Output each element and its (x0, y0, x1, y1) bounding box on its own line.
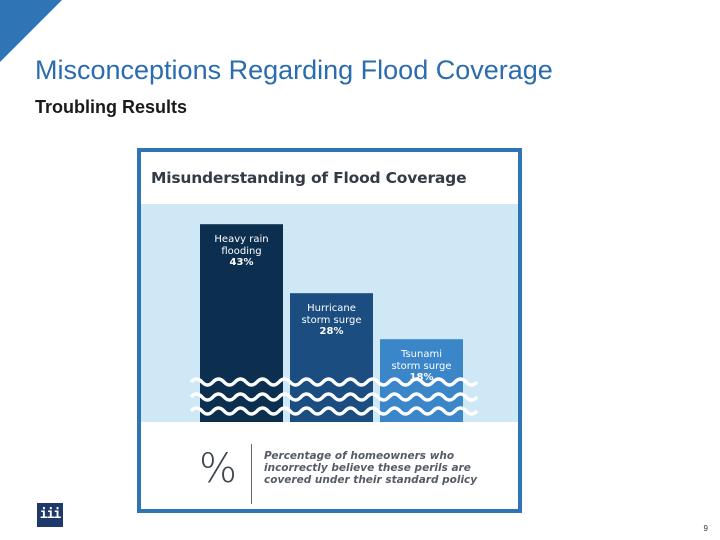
iii-logo: iii (37, 503, 63, 527)
bar-label-2: Hurricane storm surge 28% (290, 303, 373, 338)
page-number: 9 (703, 524, 708, 533)
slide-subtitle: Troubling Results (35, 97, 188, 117)
wave-line-3 (189, 406, 479, 416)
bar-category-label: Heavy rain (214, 234, 269, 246)
slide-title: Misconceptions Regarding Flood Coverage (35, 55, 553, 85)
bar-1 (200, 224, 283, 422)
percent-symbol: % (199, 446, 238, 492)
bar-category-label: Hurricane (307, 303, 356, 315)
bar-chart (189, 224, 479, 422)
bar-category-label: storm surge (391, 360, 452, 372)
bar-value-label: 28% (319, 326, 344, 338)
bar-label-3: Tsunami storm surge 18% (380, 349, 463, 384)
bar-category-label: storm surge (301, 314, 362, 326)
corner-accent (0, 0, 62, 62)
bar-label-1: Heavy rain flooding 43% (200, 234, 283, 269)
chart-title: Misunderstanding of Flood Coverage (151, 169, 467, 187)
bar-category-label: Tsunami (401, 349, 442, 361)
wave-line-1 (189, 377, 479, 387)
bar-value-label: 43% (229, 257, 254, 269)
wave-line-2 (189, 392, 479, 402)
bar-value-label: 18% (409, 372, 434, 384)
bar-category-label: flooding (221, 245, 262, 257)
footer-divider (251, 444, 252, 504)
chart-legend-text: Percentage of homeowners who incorrectly… (264, 450, 478, 486)
infographic-card: Misunderstanding of Flood Coverage Heavy… (137, 148, 522, 513)
